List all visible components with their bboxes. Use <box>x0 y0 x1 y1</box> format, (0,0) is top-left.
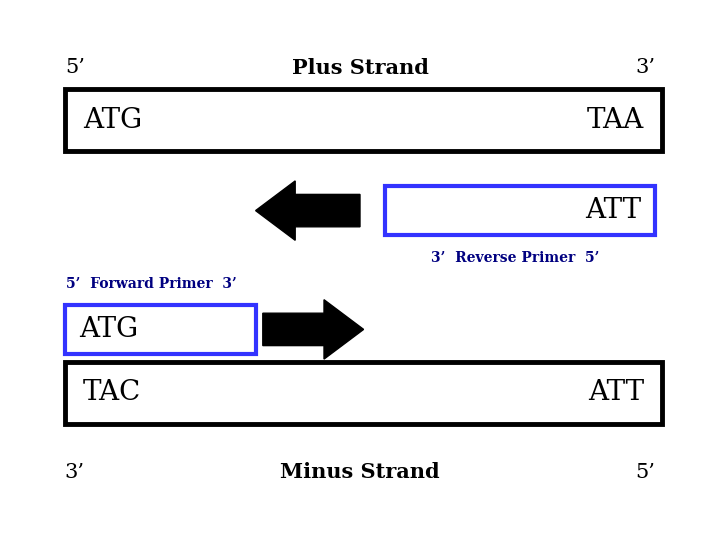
Bar <box>65 89 662 151</box>
Text: ATG: ATG <box>79 316 138 343</box>
Text: 3’: 3’ <box>635 58 655 77</box>
Bar <box>65 305 256 354</box>
Text: TAC: TAC <box>83 379 141 406</box>
Text: 5’: 5’ <box>635 463 655 482</box>
Text: ATT: ATT <box>585 197 641 224</box>
Bar <box>385 186 655 235</box>
Text: ATG: ATG <box>83 107 142 134</box>
Text: ATT: ATT <box>588 379 644 406</box>
Text: TAA: TAA <box>587 107 644 134</box>
FancyArrow shape <box>263 300 364 359</box>
Text: 5’: 5’ <box>65 58 85 77</box>
Bar <box>65 362 662 424</box>
Text: Minus Strand: Minus Strand <box>280 462 440 483</box>
Text: 3’: 3’ <box>65 463 85 482</box>
FancyArrow shape <box>256 181 360 240</box>
Text: Plus Strand: Plus Strand <box>292 57 428 78</box>
Text: 3’  Reverse Primer  5’: 3’ Reverse Primer 5’ <box>431 251 599 265</box>
Text: 5’  Forward Primer  3’: 5’ Forward Primer 3’ <box>66 276 237 291</box>
